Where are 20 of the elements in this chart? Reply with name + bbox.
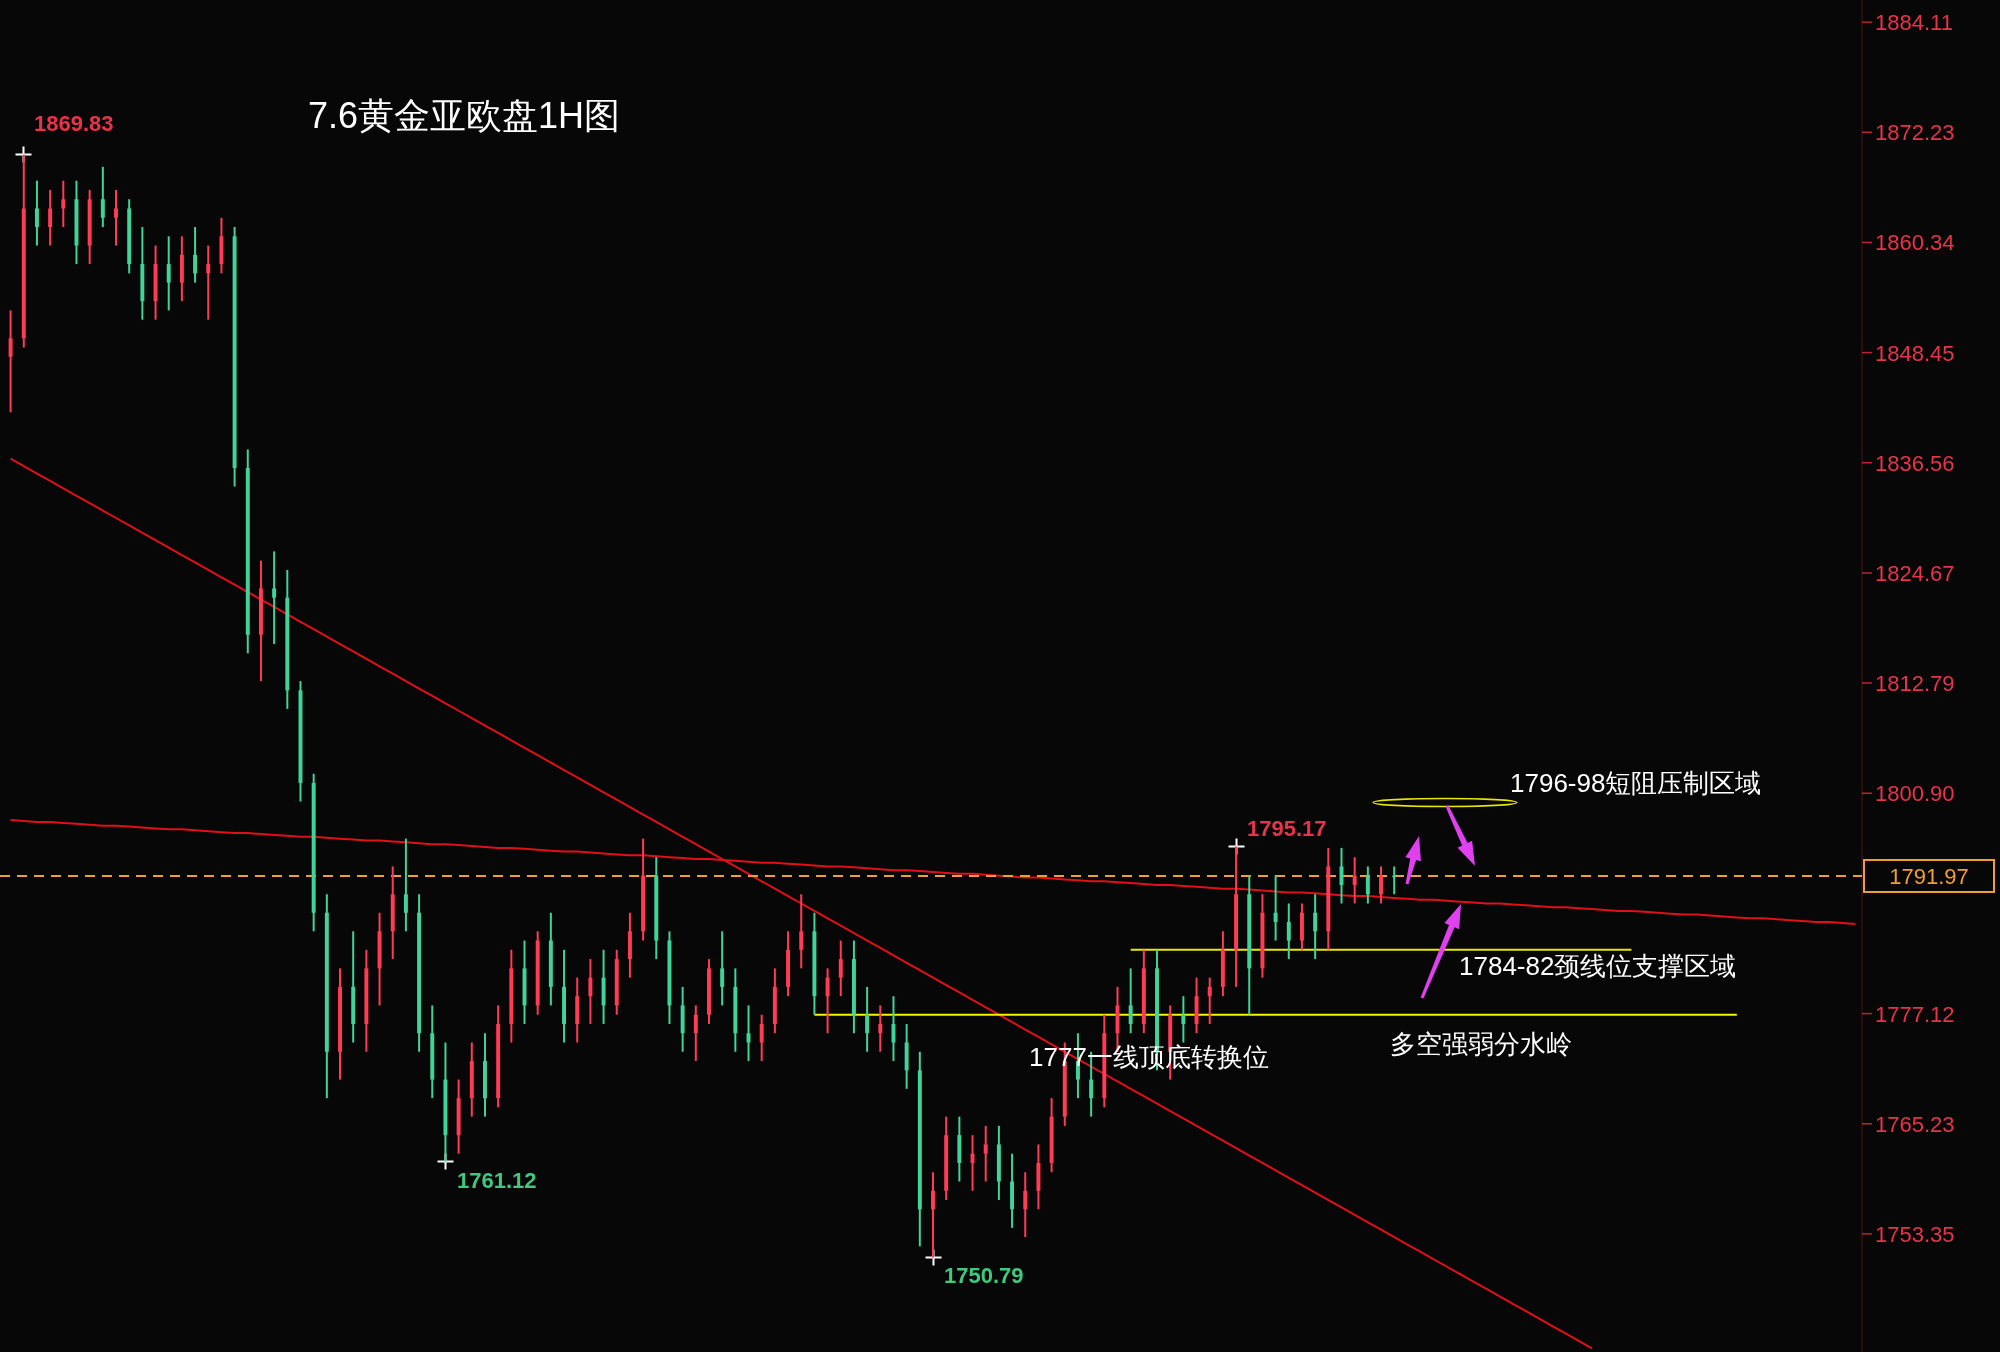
annotation: 1795.17 (1247, 816, 1327, 841)
annotation: 1761.12 (457, 1168, 537, 1193)
y-tick-label: 1860.34 (1875, 230, 1955, 256)
text: 7.6黄金亚欧盘1H图 (308, 95, 621, 136)
ref-line-label: 1791.97 (1889, 863, 1969, 889)
annotation: 1750.79 (944, 1263, 1024, 1288)
y-tick-label: 1753.35 (1875, 1221, 1955, 1247)
y-tick-label: 1765.23 (1875, 1111, 1955, 1137)
y-tick-label: 1884.11 (1875, 10, 1953, 36)
y-tick-label: 1824.67 (1875, 560, 1955, 586)
annotation: 1796-98短阻压制区域 (1510, 768, 1762, 798)
y-tick-label: 1812.79 (1875, 671, 1955, 697)
y-tick-label: 1872.23 (1875, 120, 1955, 146)
annotation: 多空强弱分水岭 (1390, 1029, 1572, 1059)
y-tick-label: 1836.56 (1875, 450, 1955, 476)
y-tick-label: 1800.90 (1875, 781, 1955, 807)
y-tick-label: 1848.45 (1875, 340, 1955, 366)
annotation: 1784-82颈线位支撑区域 (1459, 951, 1737, 981)
y-tick-label: 1777.12 (1875, 1001, 1955, 1027)
annotation: 1869.83 (34, 111, 114, 136)
